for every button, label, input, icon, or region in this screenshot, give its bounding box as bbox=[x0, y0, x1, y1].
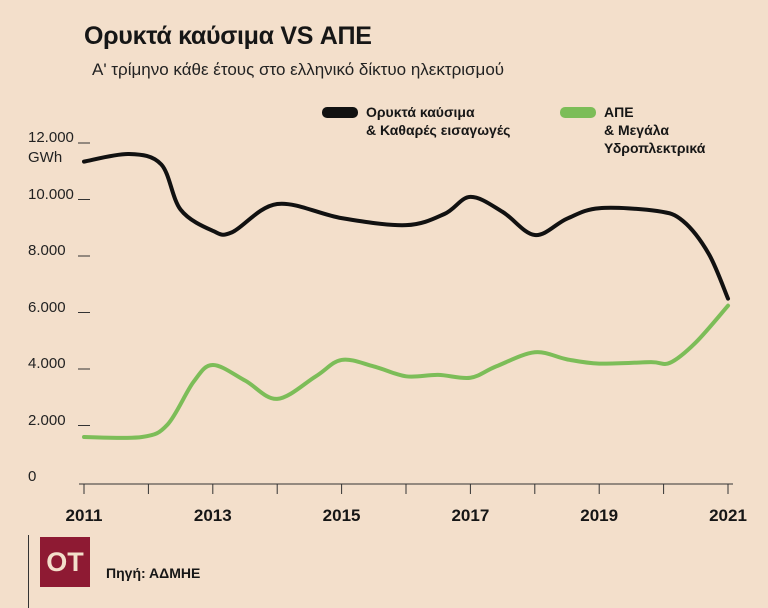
x-tick-label: 2019 bbox=[580, 506, 619, 525]
renewables-line bbox=[82, 303, 730, 440]
x-tick-label: 2017 bbox=[451, 506, 490, 525]
y-tick-label: 2.000 bbox=[28, 411, 66, 429]
legend-renewables: ΑΠΕ & Μεγάλα Υδροπλεκτρικά bbox=[560, 103, 705, 157]
legend-fossil: Ορυκτά καύσιμα & Καθαρές εισαγωγές bbox=[322, 103, 510, 139]
legend-label: & Καθαρές εισαγωγές bbox=[366, 122, 511, 138]
x-tick-label: 2015 bbox=[322, 506, 361, 525]
y-tick-label: 0 bbox=[28, 468, 37, 485]
x-tick-label: 2013 bbox=[193, 506, 232, 525]
y-tick-label: 6.000 bbox=[28, 298, 66, 316]
ot-logo: ΟΤ bbox=[40, 537, 90, 587]
fossil-fuels-line bbox=[82, 151, 730, 301]
legend-swatch-renewables bbox=[560, 107, 596, 118]
x-tick-label: 2011 bbox=[65, 506, 103, 525]
legend-label: Ορυκτά καύσιμα bbox=[366, 104, 475, 120]
chart-subtitle: Α' τρίμηνο κάθε έτους στο ελληνικό δίκτυ… bbox=[92, 60, 505, 79]
legend-swatch-fossil bbox=[322, 107, 358, 118]
y-tick-label: 12.000 bbox=[28, 129, 74, 146]
source-text: Πηγή: ΑΔΜΗΕ bbox=[106, 565, 201, 581]
chart-title: Ορυκτά καύσιμα VS ΑΠΕ bbox=[84, 22, 372, 50]
y-tick-label: 10.000 bbox=[28, 185, 74, 203]
legend-label: & Μεγάλα bbox=[604, 122, 669, 138]
y-tick-label: 8.000 bbox=[28, 242, 66, 259]
legend-label: ΑΠΕ bbox=[604, 104, 634, 120]
y-axis-unit: GWh bbox=[28, 149, 63, 166]
x-tick-label: 2021 bbox=[709, 506, 747, 525]
y-tick-label: 4.000 bbox=[28, 355, 66, 372]
legend-label: Υδροπλεκτρικά bbox=[604, 140, 706, 156]
divider bbox=[28, 535, 29, 608]
